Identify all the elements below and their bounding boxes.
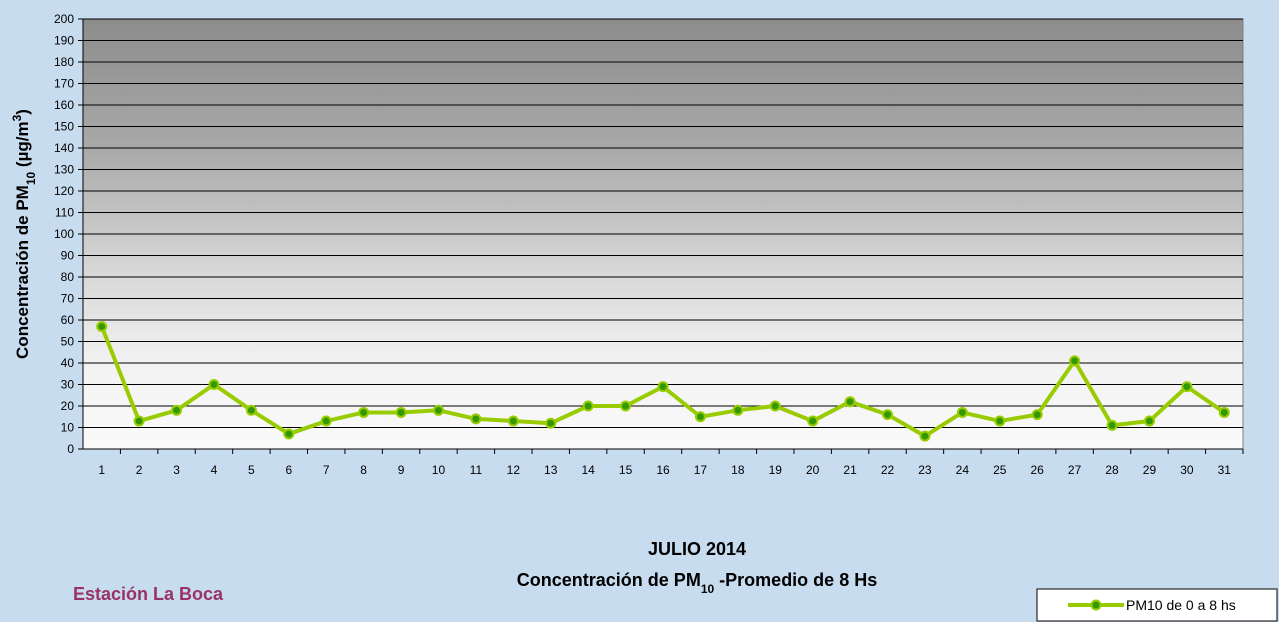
data-point	[1108, 421, 1117, 430]
data-point	[1182, 382, 1191, 391]
x-tick-label: 23	[918, 463, 932, 477]
data-point	[883, 410, 892, 419]
x-tick-label: 18	[731, 463, 745, 477]
data-point	[247, 406, 256, 415]
data-point	[995, 417, 1004, 426]
text-part: 10	[24, 171, 38, 185]
data-point	[359, 408, 368, 417]
x-tick-label: 14	[581, 463, 595, 477]
x-tick-label: 26	[1031, 463, 1045, 477]
y-tick-label: 110	[55, 206, 74, 220]
legend-label: PM10 de 0 a 8 hs	[1126, 597, 1236, 613]
data-point	[509, 417, 518, 426]
y-tick-label: 120	[54, 184, 74, 198]
x-tick-label: 4	[211, 463, 218, 477]
data-point	[808, 417, 817, 426]
data-point	[209, 380, 218, 389]
data-point	[621, 402, 630, 411]
data-point	[172, 406, 181, 415]
data-point	[434, 406, 443, 415]
x-tick-label: 16	[656, 463, 670, 477]
x-tick-label: 19	[769, 463, 783, 477]
x-tick-label: 20	[806, 463, 820, 477]
data-point	[97, 322, 106, 331]
data-point	[471, 414, 480, 423]
data-point	[696, 412, 705, 421]
x-tick-label: 11	[470, 463, 483, 477]
x-tick-label: 29	[1143, 463, 1157, 477]
data-point	[284, 429, 293, 438]
x-tick-label: 21	[843, 463, 857, 477]
text-part: -Promedio de 8 Hs	[714, 570, 877, 590]
text-part: 10	[701, 582, 715, 596]
text-part: Concentración de PM	[517, 570, 701, 590]
data-point	[1070, 356, 1079, 365]
x-tick-label: 24	[956, 463, 970, 477]
data-point	[920, 432, 929, 441]
y-tick-label: 200	[54, 12, 74, 26]
x-tick-label: 13	[544, 463, 558, 477]
y-tick-label: 60	[61, 313, 75, 327]
x-tick-label: 28	[1105, 463, 1119, 477]
annotation: Estación La Boca	[73, 584, 224, 604]
y-tick-label: 190	[54, 34, 74, 48]
chart: Estación La Boca JULIO 2014 Concentració…	[0, 0, 1279, 622]
x-tick-label: 10	[432, 463, 446, 477]
data-point	[397, 408, 406, 417]
legend-marker	[1092, 601, 1101, 610]
y-tick-label: 50	[61, 335, 75, 349]
data-point	[1145, 417, 1154, 426]
x-tick-label: 12	[507, 463, 521, 477]
x-tick-label: 30	[1180, 463, 1194, 477]
x-tick-label: 17	[694, 463, 708, 477]
x-tick-label: 9	[398, 463, 405, 477]
x-tick-label: 1	[98, 463, 105, 477]
text-part: (µg/m	[13, 121, 32, 171]
y-tick-label: 0	[67, 442, 74, 456]
x-tick-label: 15	[619, 463, 633, 477]
data-point	[733, 406, 742, 415]
x-tick-label: 25	[993, 463, 1007, 477]
y-tick-label: 150	[54, 120, 74, 134]
data-point	[1033, 410, 1042, 419]
y-tick-label: 20	[61, 399, 75, 413]
x-tick-label: 5	[248, 463, 255, 477]
y-tick-label: 10	[61, 421, 75, 435]
y-tick-label: 90	[61, 249, 75, 263]
y-tick-label: 160	[54, 98, 74, 112]
y-tick-label: 70	[61, 292, 75, 306]
x-tick-label: 2	[136, 463, 143, 477]
y-tick-label: 170	[54, 77, 74, 91]
x-tick-label: 3	[173, 463, 180, 477]
y-tick-label: 180	[54, 55, 74, 69]
text-part: Concentración de PM	[13, 185, 32, 359]
x-tick-label: 22	[881, 463, 895, 477]
x-tick-label: 7	[323, 463, 330, 477]
y-tick-label: 40	[61, 356, 75, 370]
y-tick-label: 80	[61, 270, 75, 284]
text-part: )	[13, 109, 32, 115]
data-point	[135, 417, 144, 426]
y-tick-label: 100	[54, 227, 74, 241]
x-tick-label: 31	[1218, 463, 1232, 477]
data-point	[322, 417, 331, 426]
y-tick-label: 30	[61, 378, 75, 392]
data-point	[958, 408, 967, 417]
chart-title: JULIO 2014	[648, 539, 746, 559]
data-point	[546, 419, 555, 428]
data-point	[771, 402, 780, 411]
x-tick-label: 6	[285, 463, 292, 477]
x-tick-label: 8	[360, 463, 367, 477]
x-tick-label: 27	[1068, 463, 1082, 477]
data-point	[584, 402, 593, 411]
data-point	[846, 397, 855, 406]
data-point	[1220, 408, 1229, 417]
data-point	[659, 382, 668, 391]
y-tick-label: 130	[54, 163, 74, 177]
y-tick-label: 140	[54, 141, 74, 155]
